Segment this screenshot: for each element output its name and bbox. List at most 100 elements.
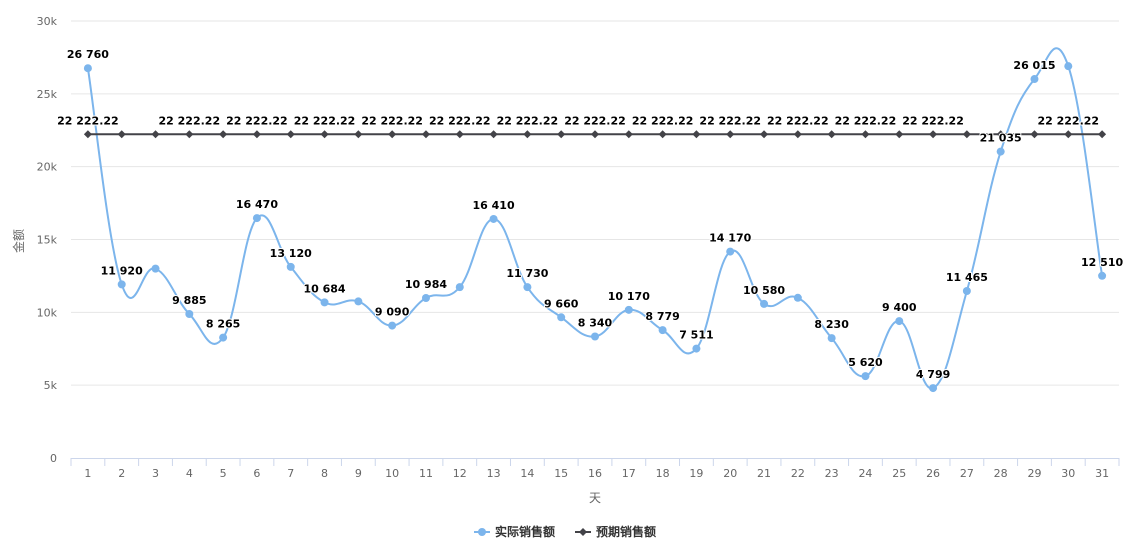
x-axis-title: 天 [589,491,601,505]
y-axis-title: 金额 [11,229,26,253]
data-point-expected[interactable] [1064,130,1073,139]
series-group [83,47,1107,393]
x-tick-label: 17 [622,467,636,480]
data-point-expected[interactable] [760,130,769,139]
data-point-actual[interactable] [421,293,430,302]
data-label-actual: 7 511 [679,329,713,342]
data-point-expected[interactable] [861,130,870,139]
data-point-expected[interactable] [83,130,92,139]
data-point-actual[interactable] [1098,271,1107,280]
data-point-actual[interactable] [658,326,667,335]
data-point-expected[interactable] [591,130,599,139]
data-point-expected[interactable] [354,130,363,139]
data-label-expected: 22 222.22 [902,114,964,127]
legend: 实际销售额 预期销售额 [474,524,656,539]
data-point-actual[interactable] [286,262,295,271]
legend-label-expected: 预期销售额 [596,524,656,539]
data-point-actual[interactable] [219,333,228,342]
data-label-actual: 16 470 [236,198,278,211]
data-point-actual[interactable] [591,332,599,341]
legend-item-actual[interactable]: 实际销售额 [474,524,555,539]
data-point-expected[interactable] [793,130,802,139]
data-point-expected[interactable] [219,130,228,139]
data-label-actual: 10 684 [303,282,345,295]
data-point-expected[interactable] [252,130,261,139]
data-label-expected: 22 222.22 [835,114,897,127]
data-point-expected[interactable] [929,130,938,139]
data-point-expected[interactable] [692,130,701,139]
data-point-actual[interactable] [996,147,1005,156]
data-label-actual: 4 799 [916,368,950,381]
data-point-expected[interactable] [557,130,566,139]
legend-item-expected[interactable]: 预期销售额 [575,524,656,539]
data-point-actual[interactable] [117,280,126,289]
data-point-actual[interactable] [557,313,566,322]
data-point-actual[interactable] [151,264,160,273]
data-point-expected[interactable] [1098,130,1107,139]
data-point-actual[interactable] [354,297,363,306]
data-point-expected[interactable] [962,130,971,139]
data-point-expected[interactable] [523,130,532,139]
data-label-actual: 9 885 [172,294,206,307]
data-point-expected[interactable] [286,130,295,139]
x-axis: 1 2 3 4 5 6 7 8 9 10 11 12 13 14 15 16 17 18 19 20 21 22 23 24 2… [70,458,1120,480]
x-tick-label: 21 [757,467,771,480]
data-point-expected[interactable] [185,130,194,139]
data-point-actual[interactable] [320,298,329,307]
data-label-actual: 26 760 [67,48,109,61]
data-point-actual[interactable] [523,283,532,292]
data-point-actual[interactable] [929,384,938,393]
x-tick-label: 25 [892,467,906,480]
y-axis: 0 5k 10k 15k 20k 25k 30k [37,15,58,465]
data-point-actual[interactable] [760,299,769,308]
legend-marker-expected [579,528,587,536]
x-tick-label: 14 [520,467,534,480]
data-point-actual[interactable] [1064,62,1073,71]
data-point-actual[interactable] [793,293,802,302]
data-point-actual[interactable] [185,310,194,319]
data-point-expected[interactable] [827,130,836,139]
data-point-expected[interactable] [658,130,667,139]
x-tick-label: 23 [825,467,839,480]
data-point-actual[interactable] [388,321,397,330]
data-point-expected[interactable] [421,130,430,139]
data-point-expected[interactable] [489,130,498,139]
data-point-actual[interactable] [1030,75,1039,84]
data-point-actual[interactable] [827,334,836,343]
data-point-expected[interactable] [117,130,126,139]
x-tick-label: 1 [84,467,91,480]
data-label-expected: 22 222.22 [294,114,356,127]
x-tick-label: 11 [419,467,433,480]
data-label-actual: 8 230 [814,318,849,331]
y-tick-label: 0 [50,452,57,465]
data-point-actual[interactable] [624,305,633,314]
data-point-expected[interactable] [388,130,397,139]
data-point-expected[interactable] [895,130,904,139]
data-point-actual[interactable] [726,247,735,256]
x-tick-label: 18 [656,467,670,480]
data-point-actual[interactable] [692,344,701,353]
data-point-expected[interactable] [996,130,1005,139]
x-tick-label: 5 [220,467,227,480]
data-point-actual[interactable] [455,283,464,292]
data-point-expected[interactable] [151,130,160,139]
data-point-expected[interactable] [624,130,633,139]
data-point-actual[interactable] [861,372,870,381]
data-point-expected[interactable] [455,130,464,139]
data-label-expected: 22 222.22 [497,114,559,127]
x-tick-label: 31 [1095,467,1109,480]
x-tick-label: 15 [554,467,568,480]
x-tick-label: 28 [994,467,1008,480]
data-point-actual[interactable] [895,317,904,326]
data-label-actual: 11 465 [946,271,988,284]
data-point-expected[interactable] [320,130,329,139]
data-point-actual[interactable] [252,214,261,223]
data-point-expected[interactable] [1030,130,1039,139]
x-tick-label: 7 [287,467,294,480]
data-point-actual[interactable] [489,214,498,223]
x-tick-label: 26 [926,467,940,480]
data-point-actual[interactable] [962,286,971,295]
data-label-actual: 12 510 [1081,256,1123,269]
data-point-expected[interactable] [726,130,735,139]
data-point-actual[interactable] [83,64,92,73]
